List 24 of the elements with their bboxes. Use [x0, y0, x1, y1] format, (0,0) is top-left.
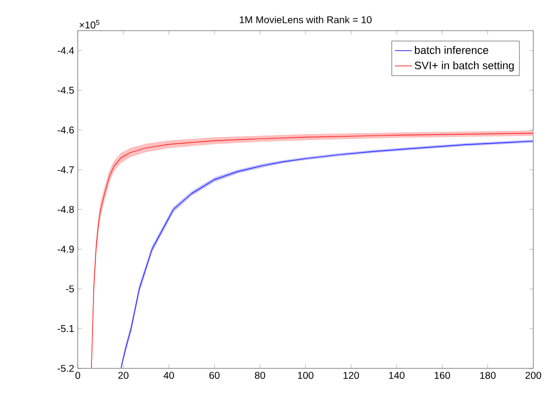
x-tick-label: 140	[389, 372, 404, 379]
y-tick-label: -4.5	[58, 86, 74, 94]
legend-label: SVI+ in batch setting	[414, 61, 514, 72]
text: ×10$^{5}$	[80, 20, 100, 29]
y-tick-label: -4.6	[58, 126, 74, 134]
x-tick-label: 120	[344, 372, 359, 379]
y-tick-label: -5.1	[58, 325, 74, 332]
y-tick-label: -4.8	[58, 206, 74, 214]
x-tick-label: 20	[118, 372, 128, 379]
x-tick-label: 60	[209, 372, 220, 379]
x-tick-label: 200	[526, 372, 542, 379]
y-tick-label: -5	[66, 286, 74, 292]
x-tick-label: 40	[164, 372, 174, 379]
y-tick-label: -4.9	[58, 246, 74, 253]
x-tick-label: 180	[480, 372, 496, 379]
x-tick-label: 100	[298, 372, 314, 379]
x-tick-label: 80	[254, 372, 266, 379]
y-tick-label: -4.7	[58, 166, 74, 174]
x-tick-label: 0	[75, 372, 80, 379]
legend-label: batch inference	[414, 46, 488, 54]
chart-title: 1M MovieLens with Rank = 10	[240, 16, 372, 24]
y-tick-label: -4.4	[58, 47, 74, 54]
y-tick-label: -5.2	[58, 364, 74, 372]
x-tick-label: 160	[434, 372, 450, 379]
